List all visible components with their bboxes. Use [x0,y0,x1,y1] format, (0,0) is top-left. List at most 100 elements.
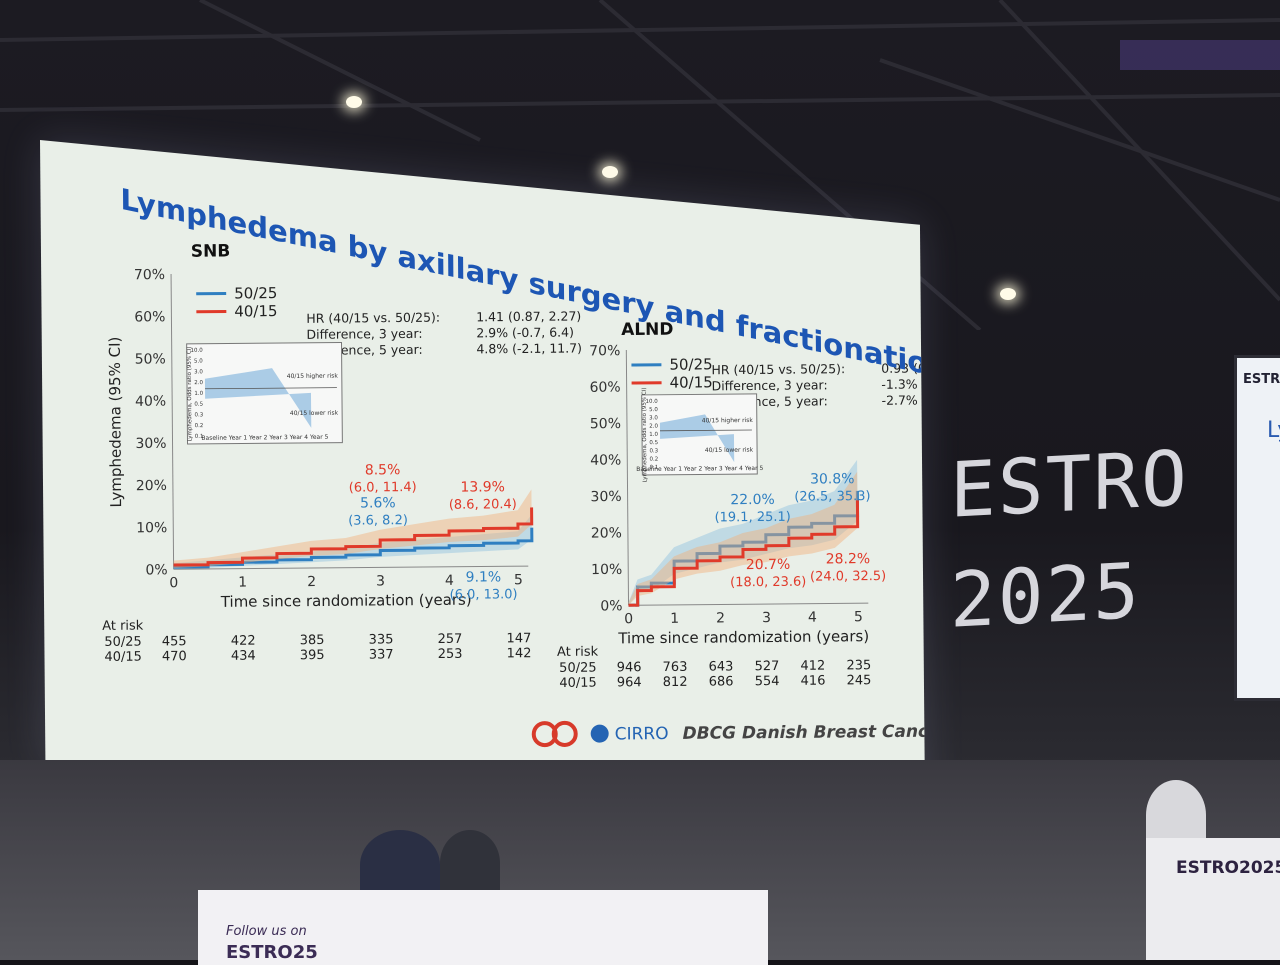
y-tick-label: 20% [591,525,622,541]
at-risk-value: 964 [617,675,642,690]
inset-y-tick: 0.2 [649,457,658,463]
annotation-ci: (18.0, 23.6) [730,575,806,591]
x-axis [629,603,869,605]
brand-wall-line: ESTRO [950,424,1170,546]
at-risk-value: 643 [709,659,734,674]
at-risk-arm: 40/15 [104,650,142,665]
inset-label: 40/15 higher risk [702,417,754,424]
inset-y-tick: 0.2 [195,423,204,429]
inset-y-tick: 0.1 [195,434,204,440]
x-tick-label: 3 [376,573,385,589]
legend-label: 50/25 [234,284,277,302]
annotation-ci: (19.1, 25.1) [714,510,790,526]
y-tick-label: 40% [590,452,621,468]
x-tick-label: 0 [169,575,178,591]
stage-light [602,166,618,178]
legend-label: 40/15 [669,373,712,391]
y-tick-label: 0% [600,598,622,614]
at-risk-arm: 50/25 [104,635,142,650]
at-risk-value: 416 [801,674,826,689]
annotation-value: 9.1% [466,569,502,585]
inset-y-tick: 2.0 [649,424,658,430]
inset-y-tick: 5.0 [194,359,203,365]
x-tick-label: 4 [808,610,817,626]
annotation-ci: (3.6, 8.2) [348,513,408,529]
panel-title: SNB [191,241,231,261]
at-risk-value: 763 [663,660,688,675]
slide-charts: SNB 0% 10% 20% 30% 40% 5 0% 60% 70% 0 1 2 3 4 5 Time sin… [40,140,925,761]
presenter-person [440,830,500,896]
y-tick-label: 20% [136,478,167,494]
brand-wall: ESTRO 2025 [950,430,1170,660]
y-tick-label: 0% [145,562,167,578]
x-axis-label: Time since randomization (years) [617,627,869,647]
at-risk-value: 337 [369,647,394,662]
y-tick-label: 10% [591,562,622,578]
y-tick-label: 30% [135,436,166,452]
stat-label: HR (40/15 vs. 50/25): [711,361,845,377]
at-risk-value: 686 [709,674,734,689]
x-tick-label: 5 [514,572,523,588]
y-axis-label: Lymphedema (95% CI) [106,337,125,508]
cirro-logo-icon [591,725,609,743]
y-tick-label: 70% [589,343,620,359]
at-risk-value: 147 [506,631,531,646]
at-risk-value: 554 [755,674,780,689]
y-axis [626,350,628,605]
at-risk-arm: 50/25 [559,661,597,676]
y-axis [171,274,174,569]
inset-y-label: Lymphedema, Odds ratio (95% CI) [187,346,194,441]
projection-screen: SNB 0% 10% 20% 30% 40% 5 0% 60% 70% 0 1 2 3 4 5 Time sin… [40,140,925,845]
inset-y-tick: 0.3 [649,448,658,454]
dbcg-logo-text: DBCG Danish Breast Cancer Group [683,721,926,744]
podium [1146,838,1280,960]
side-screen-text: Ly [1267,418,1280,443]
legend-label: 40/15 [234,302,277,320]
inset-y-tick: 1.0 [194,391,203,397]
x-tick-label: 2 [716,610,725,626]
side-screen: ESTRO Ly [1234,355,1280,701]
stat-value: 4.8% (-2.1, 11.7) [476,340,582,356]
x-tick-label: 5 [854,609,863,625]
stat-label: HR (40/15 vs. 50/25): [306,310,440,326]
stage-light [346,96,362,108]
at-risk-value: 235 [846,658,871,673]
inset-y-tick: 1.0 [649,432,658,438]
y-tick-label: 60% [134,309,165,325]
y-tick-label: 10% [136,520,167,536]
inset-label: 40/15 lower risk [290,410,339,417]
desk-follow-text: Follow us on [226,924,307,939]
annotation-value: 13.9% [460,479,505,495]
stat-value: -2.7% (-8.8, 3.5) [881,392,925,408]
stage-light [1000,288,1016,300]
annotation-value: 8.5% [365,462,401,478]
x-axis-label: Time since randomization (years) [220,591,472,611]
inset-y-tick: 5.0 [649,407,658,413]
legend-label: 50/25 [669,355,712,373]
at-risk-value: 142 [507,646,532,661]
at-risk-value: 395 [300,648,325,663]
at-risk-value: 812 [663,675,688,690]
annotation-ci: (8.6, 20.4) [449,497,517,513]
at-risk-value: 527 [754,659,779,674]
podium-brand: ESTRO2025 [1176,858,1280,878]
at-risk-value: 455 [162,634,187,649]
annotation-ci: (26.5, 35.3) [794,489,870,505]
annotation-ci: (6.0, 11.4) [349,480,417,496]
annotation-value: 28.2% [826,551,871,567]
at-risk-label: At risk [102,619,144,634]
y-tick-label: 40% [135,394,166,410]
annotation-value: 22.0% [730,492,775,508]
annotation-ci: (24.0, 32.5) [810,569,886,585]
at-risk-value: 253 [438,647,463,662]
annotation-value: 30.8% [810,471,855,487]
at-risk-arm: 40/15 [559,676,597,691]
y-tick-label: 30% [590,489,621,505]
inset-y-tick: 2.0 [194,380,203,386]
side-screen-brand: ESTRO [1243,372,1280,387]
x-tick-label: 1 [238,575,247,591]
at-risk-value: 257 [438,632,463,647]
inset-x-ticks: Baseline Year 1 Year 2 Year 3 Year 4 Yea… [201,434,328,442]
at-risk-value: 422 [231,634,256,649]
inset-y-tick: 0.5 [194,402,203,408]
